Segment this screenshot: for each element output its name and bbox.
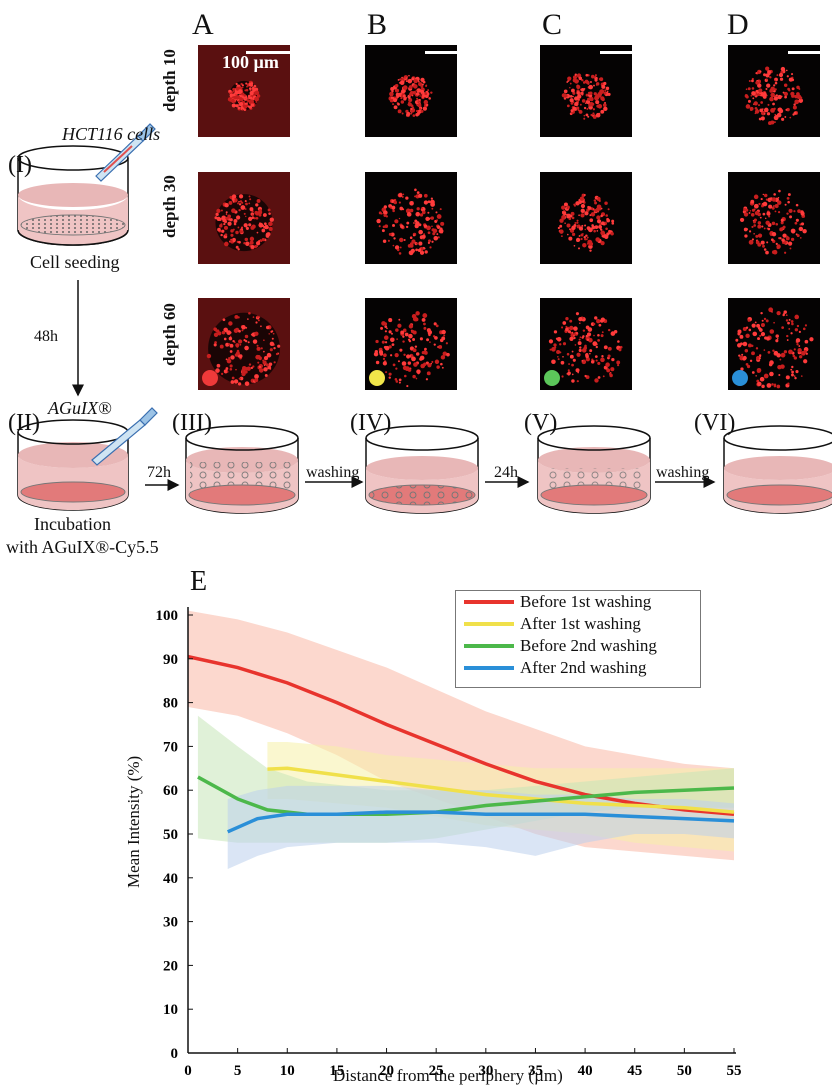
x-tick-label: 55 [727,1063,742,1079]
micrograph-d-row2 [728,172,820,264]
legend-swatch [464,644,514,648]
micrograph-d-row1 [728,45,820,137]
panel-letter-d: D [727,8,749,41]
dish-incubation [17,419,129,511]
micrograph-c-row1 [540,45,632,137]
legend-item-1: Before 1st washing [456,591,700,613]
y-axis-label: Mean Intensity (%) [124,755,143,888]
label-hct116-cells: HCT116 cells [62,124,161,144]
panel-letter-e: E [190,566,208,597]
y-tick-label: 20 [163,958,178,974]
label-incubation-line1: Incubation [34,514,111,534]
condition-dot-c [544,370,560,386]
x-tick-label: 25 [429,1063,444,1079]
workflow-graphics [17,123,832,514]
x-tick-label: 15 [329,1063,344,1079]
line-series-4 [227,810,735,834]
legend-swatch [464,666,514,670]
x-tick-label: 10 [280,1063,295,1079]
label-step-iv: (IV) [350,410,392,436]
legend-entries: Before 1st washing After 1st washing Befor… [456,591,700,679]
x-tick-label: 30 [478,1063,493,1079]
label-72h: 72h [147,464,171,481]
y-tick-label: 70 [163,739,178,755]
y-tick-label: 10 [163,1002,178,1018]
legend-swatch [464,622,514,626]
label-washing-1: washing [306,464,360,481]
micrograph-c-row2 [540,172,632,264]
x-tick-label: 5 [234,1063,242,1079]
y-tick-label: 90 [163,652,178,668]
x-tick-label: 20 [379,1063,394,1079]
line-series-2 [267,766,735,814]
y-tick-label: 60 [163,783,178,799]
legend-label: Before 1st washing [520,592,652,611]
scalebar-b [425,51,480,54]
dish-step-v [537,425,651,514]
label-24h: 24h [494,464,518,481]
label-step-v: (V) [524,410,558,436]
y-tick-label: 80 [163,696,178,712]
micrograph-a-row2 [198,172,290,264]
y-tick-label: 0 [171,1046,179,1062]
panel-letter-a: A [192,8,214,41]
legend-label: After 2nd washing [520,658,647,677]
x-tick-label: 50 [677,1063,692,1079]
legend-item-2: After 1st washing [456,613,700,635]
legend-label: After 1st washing [520,614,641,633]
condition-dot-b [369,370,385,386]
intensity-chart: 0 5 10 15 20 25 30 35 40 45 50 55 0 10 20 30 40 50 60 70 80 9… [156,607,742,1079]
condition-dot-a [202,370,218,386]
pipette-icon [95,123,156,182]
legend-item-4: After 2nd washing [456,657,700,679]
micrograph-a-row1 [198,45,290,137]
x-tick-label: 35 [528,1063,543,1079]
micrograph-b-row2 [365,172,457,264]
label-step-ii: (II) [8,410,40,436]
label-step-i: (I) [8,152,32,178]
scalebar-d [788,51,832,54]
dish-step-iii [185,425,299,514]
label-incubation-line2: with AGuIX®-Cy5.5 [6,537,159,557]
chart-legend: Before 1st washing After 1st washing Befor… [455,590,701,688]
label-48h: 48h [34,328,58,345]
legend-swatch [464,600,514,604]
panel-letter-b: B [367,8,388,41]
legend-item-3: Before 2nd washing [456,635,700,657]
scalebar-c [600,51,655,54]
label-step-vi: (VI) [694,410,736,436]
label-aguix: AGuIX® [48,398,112,418]
band-series-4 [227,785,734,870]
x-tick-label: 0 [184,1063,192,1079]
label-washing-2: washing [656,464,710,481]
dish-step-iv [365,425,479,514]
label-cell-seeding: Cell seeding [30,252,120,272]
x-tick-label: 45 [627,1063,642,1079]
y-tick-label: 50 [163,827,178,843]
micrograph-b-row1 [365,45,457,137]
y-tick-label: 40 [163,871,178,887]
scalebar-label: 100 µm [222,52,279,72]
legend-label: Before 2nd washing [520,636,657,655]
label-step-iii: (III) [172,410,212,436]
y-tick-label: 100 [156,608,179,624]
x-axis-label: Distance from the periphery (µm) [333,1066,563,1085]
dish-step-vi [723,425,832,514]
pipette-agent-icon [91,407,158,466]
condition-dot-d [732,370,748,386]
y-tick-label: 30 [163,915,178,931]
scalebar-a [246,51,294,54]
x-tick-label: 40 [578,1063,593,1079]
panel-letter-c: C [542,8,563,41]
